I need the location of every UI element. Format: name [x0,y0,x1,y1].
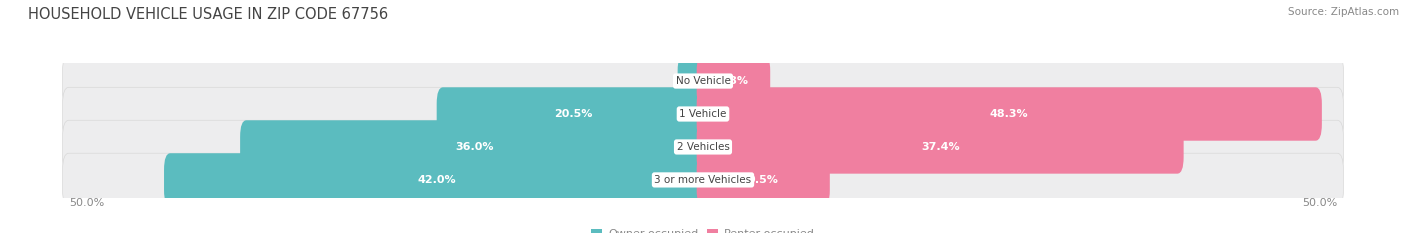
Text: 4.8%: 4.8% [718,76,749,86]
FancyBboxPatch shape [696,54,770,108]
FancyBboxPatch shape [696,153,830,207]
Text: Source: ZipAtlas.com: Source: ZipAtlas.com [1288,7,1399,17]
FancyBboxPatch shape [696,87,1322,141]
FancyBboxPatch shape [240,120,710,174]
FancyBboxPatch shape [63,153,1343,207]
FancyBboxPatch shape [437,87,710,141]
Text: 37.4%: 37.4% [921,142,959,152]
Text: 20.5%: 20.5% [554,109,592,119]
Text: 50.0%: 50.0% [1302,198,1337,208]
FancyBboxPatch shape [678,54,710,108]
Text: 50.0%: 50.0% [69,198,104,208]
Text: 3 or more Vehicles: 3 or more Vehicles [654,175,752,185]
FancyBboxPatch shape [696,120,1184,174]
Text: 9.5%: 9.5% [748,175,779,185]
FancyBboxPatch shape [63,54,1343,108]
Text: 1.5%: 1.5% [678,76,709,86]
FancyBboxPatch shape [63,87,1343,141]
FancyBboxPatch shape [63,120,1343,174]
Text: No Vehicle: No Vehicle [675,76,731,86]
Legend: Owner-occupied, Renter-occupied: Owner-occupied, Renter-occupied [586,225,820,233]
FancyBboxPatch shape [165,153,710,207]
Text: 36.0%: 36.0% [456,142,494,152]
Text: 1 Vehicle: 1 Vehicle [679,109,727,119]
Text: 48.3%: 48.3% [990,109,1029,119]
Text: HOUSEHOLD VEHICLE USAGE IN ZIP CODE 67756: HOUSEHOLD VEHICLE USAGE IN ZIP CODE 6775… [28,7,388,22]
Text: 42.0%: 42.0% [418,175,456,185]
Text: 2 Vehicles: 2 Vehicles [676,142,730,152]
